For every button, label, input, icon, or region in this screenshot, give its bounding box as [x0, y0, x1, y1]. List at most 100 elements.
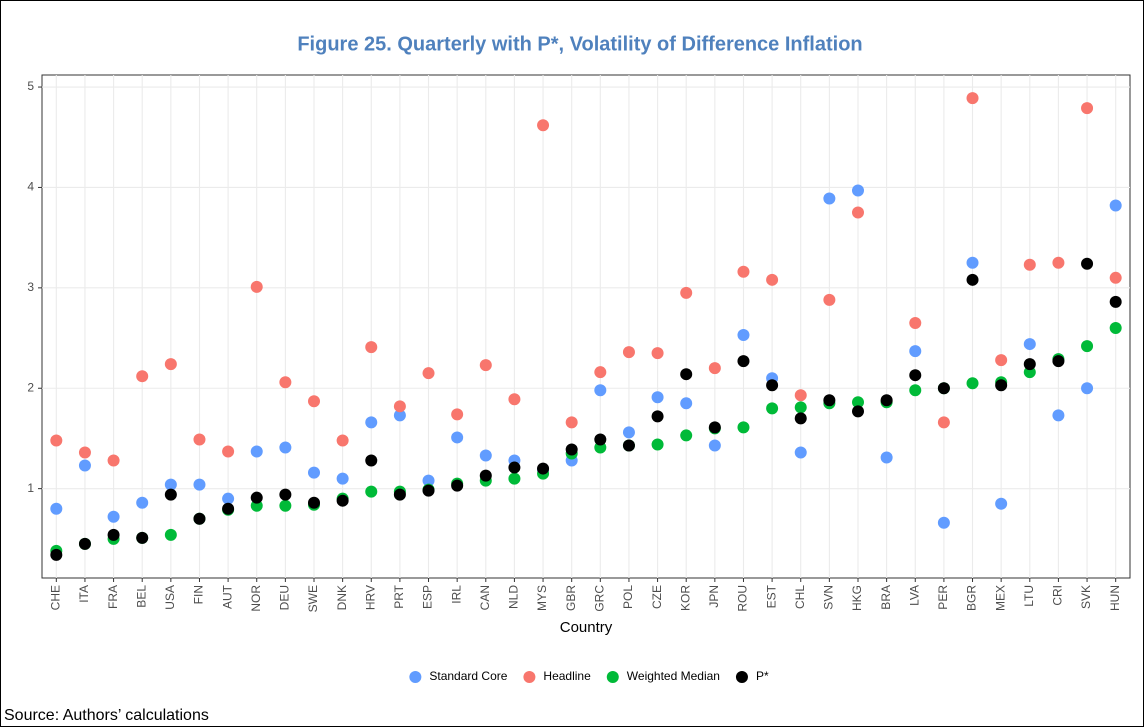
point [78, 459, 91, 472]
point [78, 446, 91, 459]
point [594, 384, 607, 397]
point [479, 449, 492, 462]
point [823, 192, 836, 205]
point [336, 494, 349, 507]
point [336, 434, 349, 447]
point [880, 394, 893, 407]
x-tick-label: LVA [907, 585, 921, 606]
legend-item: Headline [523, 669, 591, 683]
chart-title: Figure 25. Quarterly with P*, Volatility… [297, 33, 862, 55]
point [937, 416, 950, 429]
point [737, 265, 750, 278]
point [852, 396, 864, 409]
x-tick-label: EST [764, 584, 778, 608]
point [365, 485, 378, 498]
x-tick-label: POL [621, 585, 635, 609]
x-tick-label: LTU [1022, 585, 1036, 607]
point [136, 370, 149, 383]
x-tick-label: JPN [707, 585, 721, 608]
point [537, 462, 550, 475]
source-note: Source: Authors’ calculations [4, 707, 209, 724]
point [479, 359, 492, 372]
legend-label: P* [756, 669, 769, 683]
x-tick-label: SVK [1079, 585, 1093, 609]
legend-item: P* [735, 669, 769, 683]
point [308, 466, 320, 479]
point [680, 286, 693, 299]
point [193, 433, 206, 446]
x-tick-label: ROU [736, 585, 750, 612]
point [680, 429, 693, 442]
point [393, 409, 406, 422]
point [537, 119, 550, 132]
point [737, 421, 750, 434]
point [222, 445, 235, 458]
x-tick-label: CRI [1051, 585, 1065, 606]
x-tick-label: USA [163, 585, 177, 610]
point [308, 496, 320, 509]
point [164, 478, 177, 491]
point [508, 461, 521, 474]
point [966, 92, 979, 105]
x-tick-label: PRT [392, 584, 406, 608]
x-tick-label: MYS [535, 585, 549, 611]
point [393, 400, 406, 413]
point [995, 379, 1008, 392]
point [451, 431, 464, 444]
point [766, 273, 779, 286]
x-tick-label: HRV [363, 585, 377, 610]
point [422, 367, 435, 380]
point [1052, 355, 1065, 368]
point [136, 531, 149, 544]
legend-swatch [523, 671, 536, 683]
point [1081, 382, 1094, 395]
plot-panel [41, 74, 1131, 579]
x-tick-label: CHL [793, 585, 807, 609]
point [622, 439, 635, 452]
point [222, 492, 235, 505]
point [1109, 271, 1122, 284]
point [479, 469, 492, 482]
point [1081, 102, 1094, 115]
point [766, 379, 779, 392]
point [708, 362, 721, 375]
point [136, 496, 149, 509]
point [966, 377, 979, 390]
point [107, 510, 120, 523]
point [193, 512, 206, 525]
x-tick-label: ITA [77, 585, 91, 603]
point [508, 472, 521, 485]
point [1081, 340, 1094, 353]
x-tick-label: KOR [678, 585, 692, 611]
point [50, 548, 63, 561]
legend-label: Standard Core [429, 669, 507, 683]
point [823, 293, 836, 306]
point [451, 408, 464, 421]
point [222, 502, 235, 515]
point [250, 445, 263, 458]
point [422, 484, 435, 497]
y-tick-label: 5 [27, 79, 34, 93]
point [909, 345, 922, 358]
point [1081, 257, 1094, 270]
point [393, 488, 406, 501]
point [50, 502, 63, 515]
point [1023, 358, 1036, 371]
point [1023, 338, 1036, 351]
point [852, 405, 864, 418]
point [107, 454, 120, 467]
point [50, 434, 63, 447]
point [164, 528, 177, 541]
x-tick-label: GRC [592, 585, 606, 612]
legend-swatch [409, 671, 422, 683]
x-tick-label: FIN [192, 585, 206, 604]
legend-label: Headline [543, 669, 591, 683]
point [737, 329, 750, 342]
point [250, 491, 263, 504]
x-tick-label: SVN [822, 585, 836, 610]
x-tick-label: CAN [478, 585, 492, 610]
point [1052, 409, 1065, 422]
x-tick-label: FRA [106, 585, 120, 609]
point [365, 341, 378, 354]
